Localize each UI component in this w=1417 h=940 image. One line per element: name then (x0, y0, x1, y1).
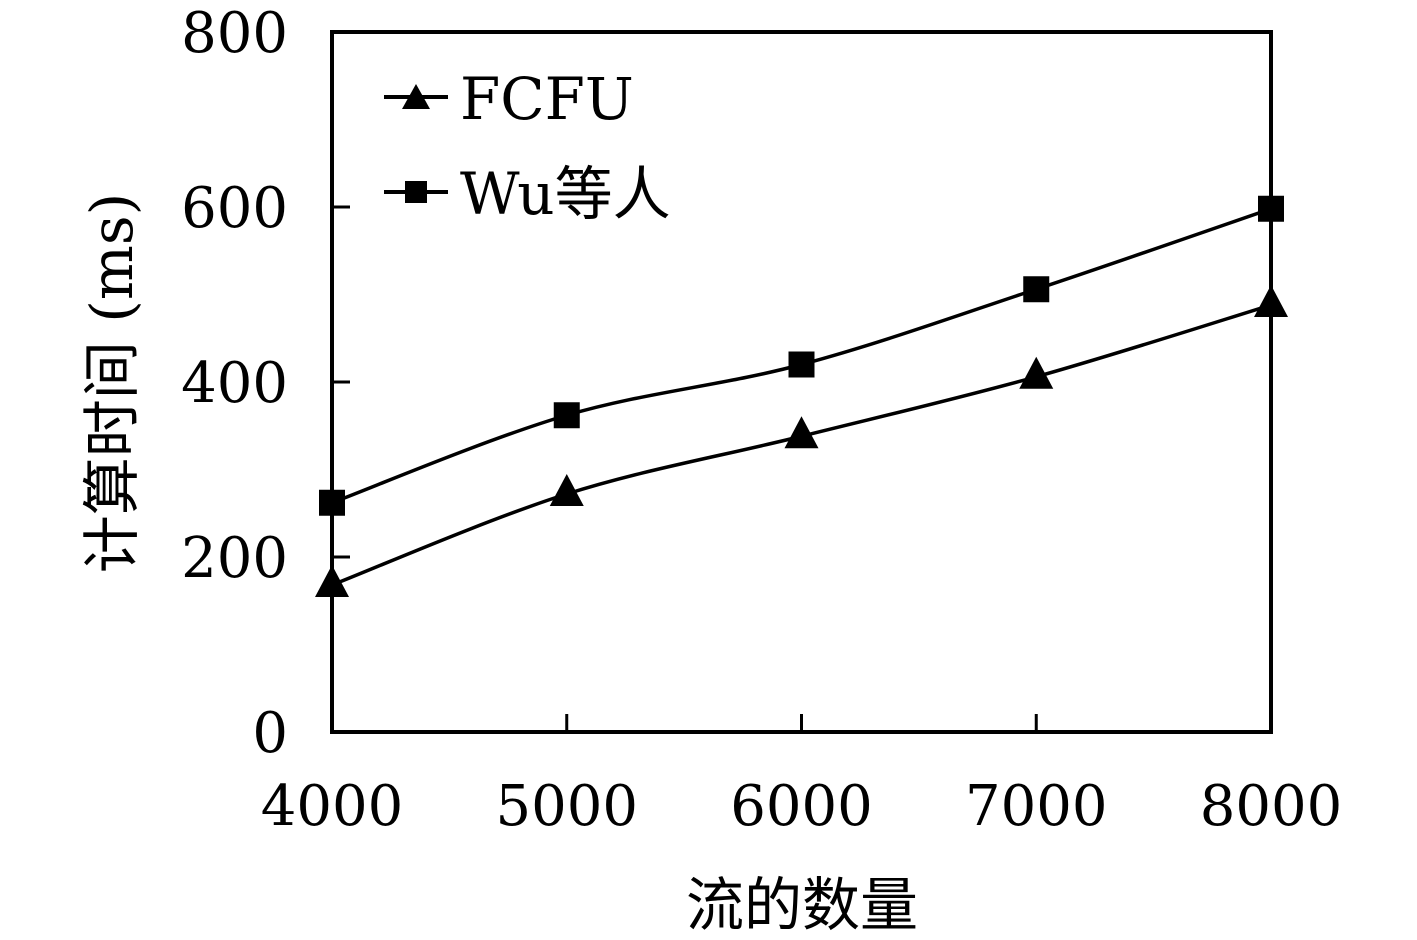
legend-marker-wu (405, 181, 427, 203)
legend: FCFU Wu等人 (384, 65, 671, 228)
x-axis-title: 流的数量 (686, 871, 918, 939)
x-tick-label: 5000 (495, 774, 638, 839)
labels-layer: 0 200 400 600 800 4000 5000 6000 7000 8000 (181, 1, 1342, 839)
y-tick-label: 200 (181, 526, 288, 591)
legend-label-wu: Wu等人 (460, 160, 671, 228)
wu-point (553, 402, 580, 429)
ticks-layer (332, 205, 1038, 732)
legend-marker-fcfu (402, 84, 430, 109)
wu-point (1023, 276, 1050, 303)
y-tick-label: 800 (181, 1, 288, 66)
series-layer (315, 195, 1288, 597)
x-tick-label: 7000 (965, 774, 1108, 839)
legend-label-fcfu: FCFU (460, 65, 634, 133)
x-tick-label: 8000 (1200, 774, 1343, 839)
wu-point (788, 351, 815, 378)
y-tick-label: 600 (181, 176, 288, 241)
plot-frame (330, 30, 1273, 734)
y-tick-label: 0 (252, 701, 288, 766)
fcfu-point (549, 474, 584, 506)
fcfu-point (784, 416, 819, 449)
y-axis-title: 计算时间 (ms) (78, 193, 146, 573)
y-tick-label: 400 (181, 351, 288, 416)
fcfu-point (1019, 356, 1054, 389)
x-tick-label: 4000 (261, 774, 404, 839)
x-tick-label: 6000 (730, 774, 873, 839)
